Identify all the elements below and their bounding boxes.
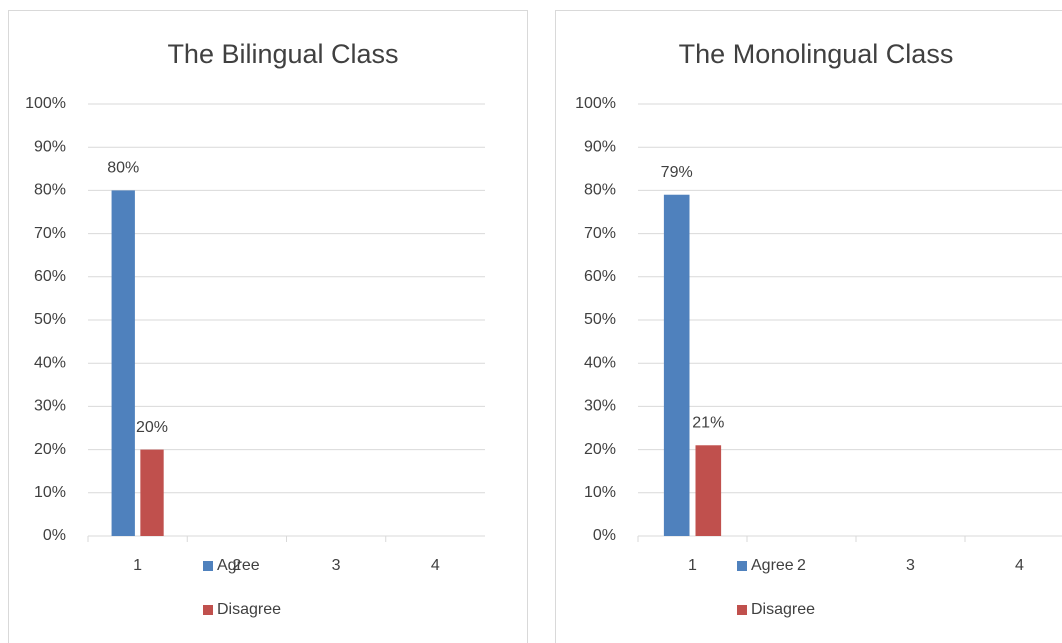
x-tick-label: 3 <box>906 557 915 574</box>
panel-border <box>555 10 1062 643</box>
y-tick-label: 40% <box>34 354 66 371</box>
y-tick-label: 100% <box>575 95 616 112</box>
data-label: 80% <box>107 160 139 177</box>
bar <box>111 190 135 536</box>
legend-label: Disagree <box>751 601 815 618</box>
y-tick-label: 0% <box>43 527 66 544</box>
data-label: 79% <box>661 164 693 181</box>
legend-label: Agree <box>217 557 260 574</box>
y-tick-label: 20% <box>584 441 616 458</box>
x-tick-label: 3 <box>332 557 341 574</box>
data-label: 21% <box>692 414 724 431</box>
chart-title: The Bilingual Class <box>167 39 398 69</box>
y-tick-label: 30% <box>34 398 66 415</box>
chart-title: The Monolingual Class <box>679 39 954 69</box>
x-tick-label: 2 <box>797 557 806 574</box>
y-tick-label: 80% <box>34 182 66 199</box>
y-tick-label: 70% <box>34 225 66 242</box>
x-tick-label: 4 <box>1015 557 1024 574</box>
y-tick-label: 50% <box>34 311 66 328</box>
x-tick-label: 2 <box>232 557 241 574</box>
y-tick-label: 90% <box>584 138 616 155</box>
y-tick-label: 90% <box>34 138 66 155</box>
x-tick-label: 1 <box>133 557 142 574</box>
y-tick-label: 10% <box>34 484 66 501</box>
legend-label: Agree <box>751 557 794 574</box>
x-tick-label: 4 <box>431 557 440 574</box>
y-tick-label: 0% <box>593 527 616 544</box>
y-tick-label: 50% <box>584 311 616 328</box>
y-tick-label: 70% <box>584 225 616 242</box>
legend-swatch <box>203 605 213 615</box>
y-tick-label: 30% <box>584 398 616 415</box>
y-tick-label: 60% <box>584 268 616 285</box>
bar <box>663 194 690 536</box>
legend-label: Disagree <box>217 601 281 618</box>
y-tick-label: 100% <box>25 95 66 112</box>
y-tick-label: 60% <box>34 268 66 285</box>
bar <box>140 449 164 536</box>
legend-swatch <box>737 605 747 615</box>
y-tick-label: 80% <box>584 182 616 199</box>
legend-swatch <box>737 561 747 571</box>
data-label: 20% <box>136 419 168 436</box>
panel-border <box>8 10 528 643</box>
bar <box>695 445 722 536</box>
y-tick-label: 20% <box>34 441 66 458</box>
x-tick-label: 1 <box>688 557 697 574</box>
y-tick-label: 10% <box>584 484 616 501</box>
y-tick-label: 40% <box>584 354 616 371</box>
legend-swatch <box>203 561 213 571</box>
